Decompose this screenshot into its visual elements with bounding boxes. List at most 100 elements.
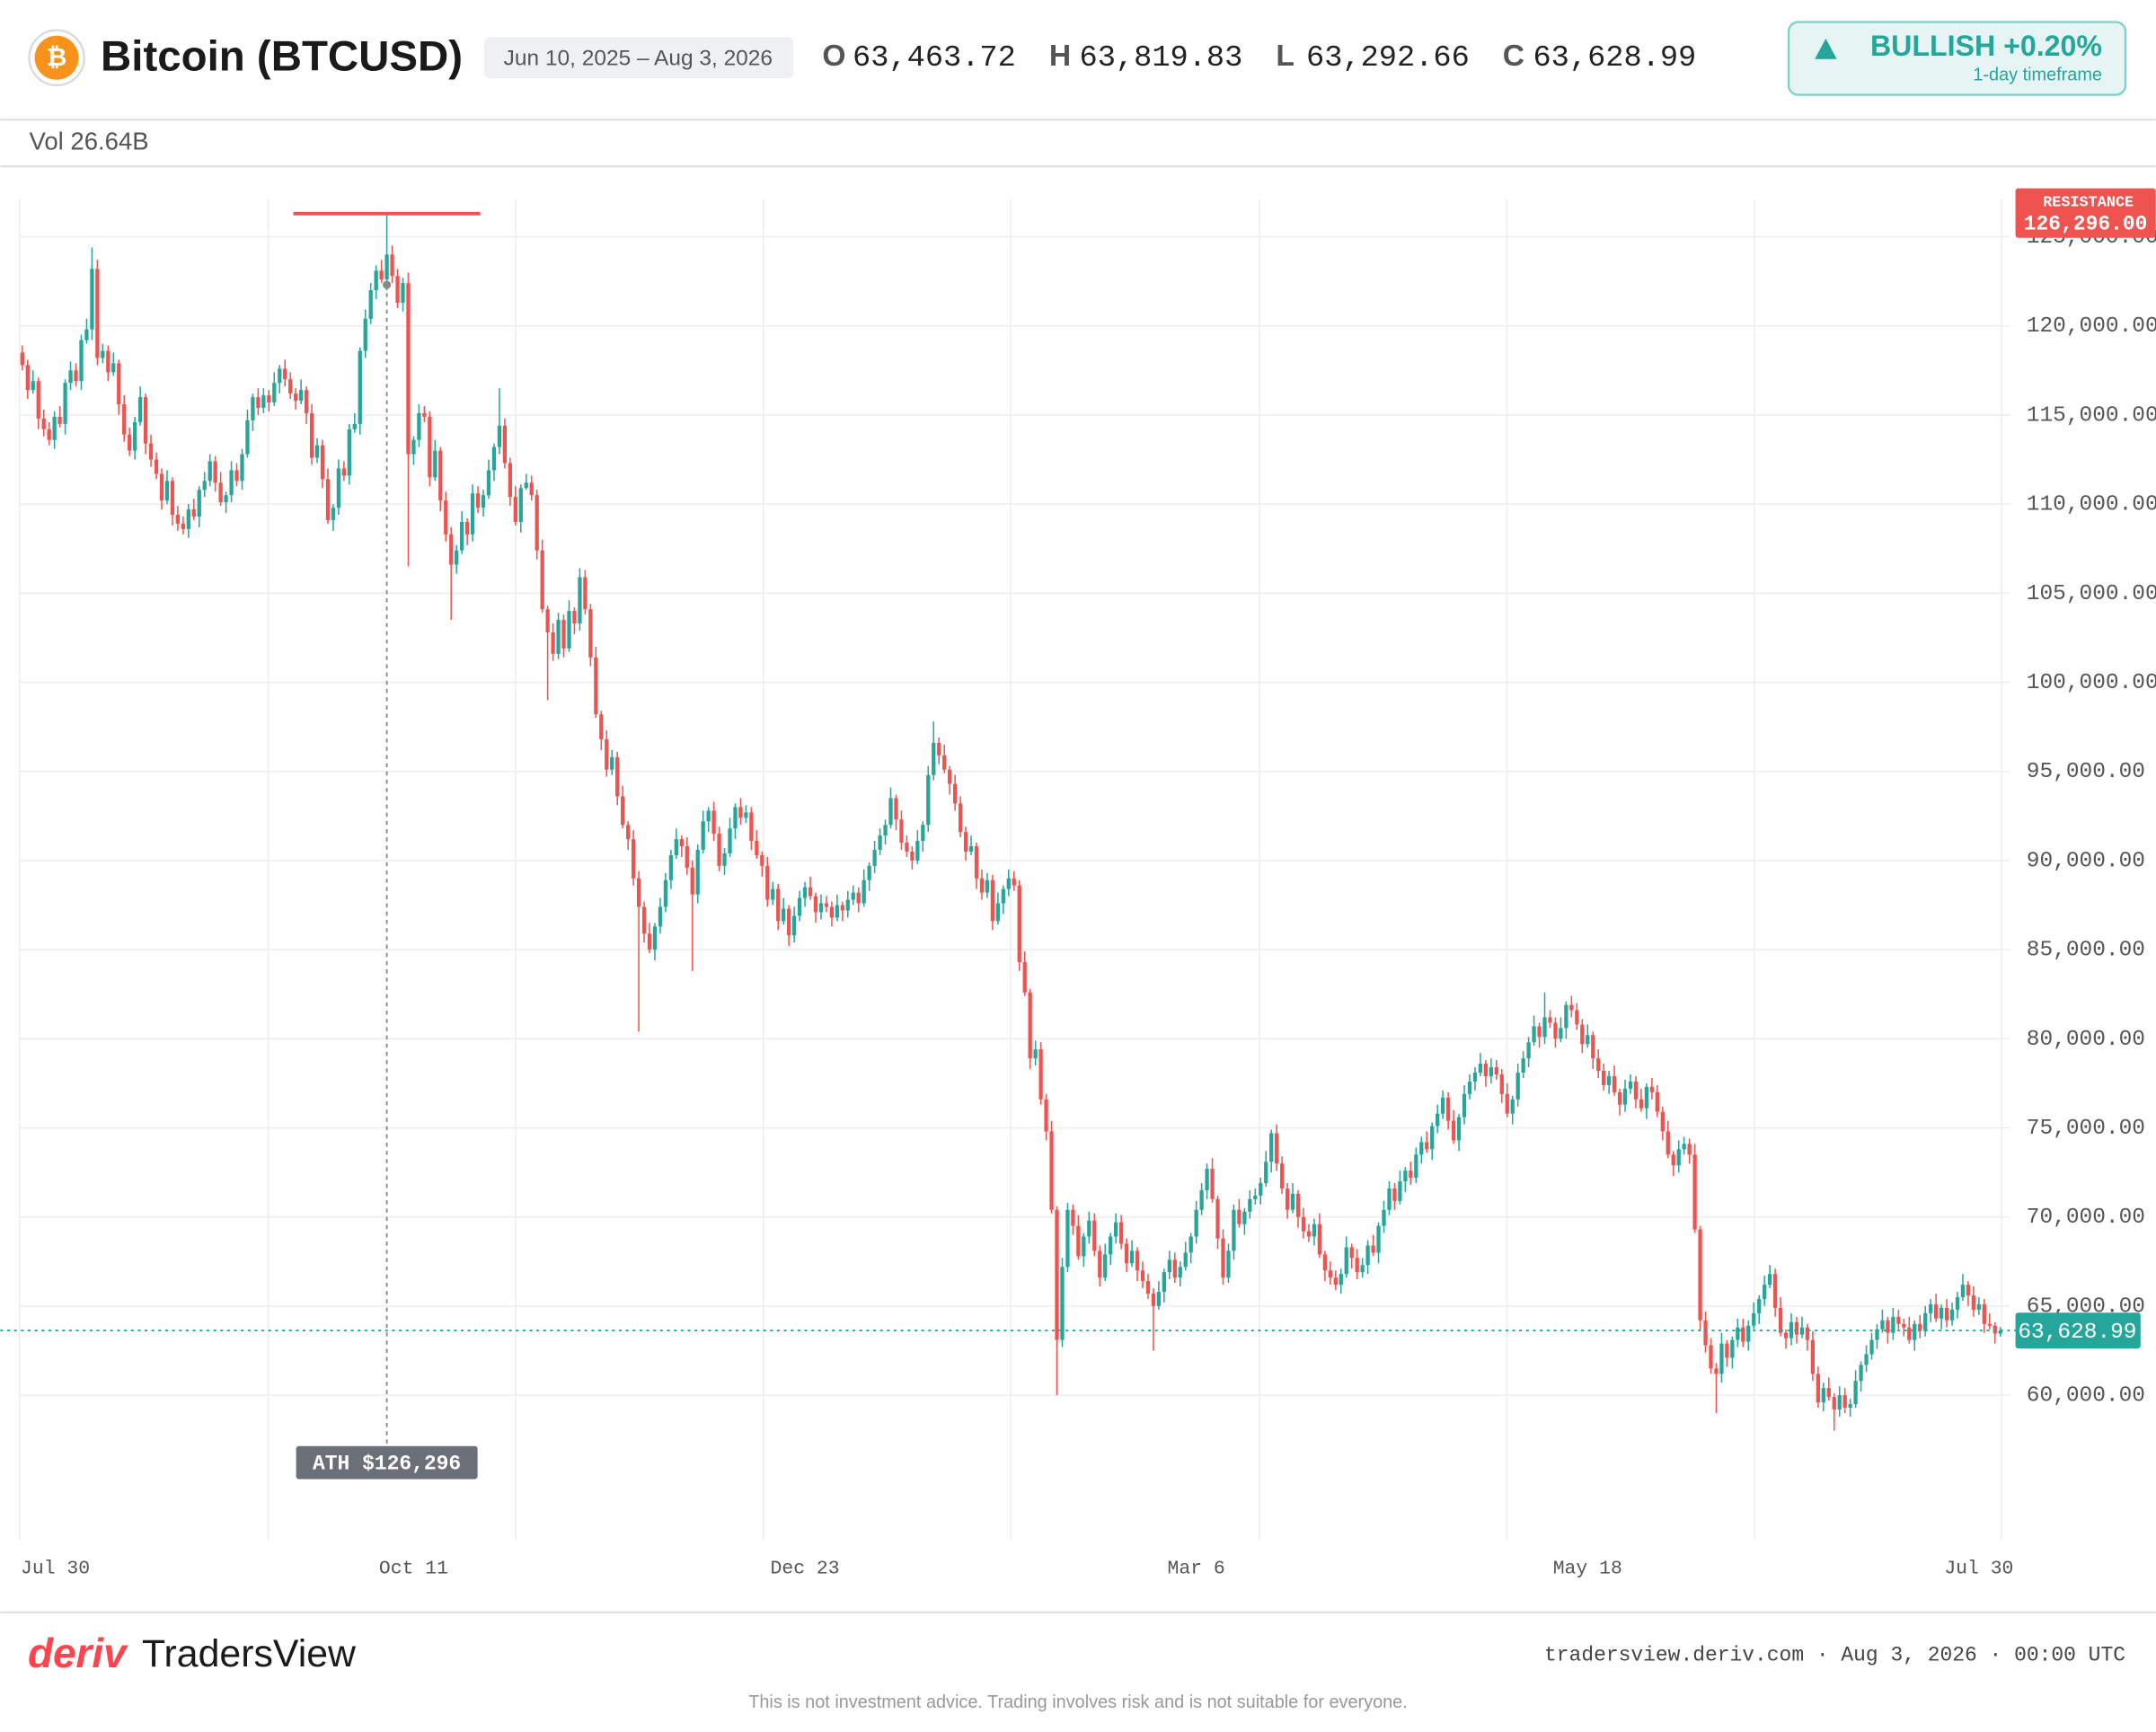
candle-body [406,283,411,455]
candle-body [374,270,378,291]
resistance-value: 126,296.00 [2024,212,2148,235]
y-tick-label: 115,000.00 [2027,403,2156,428]
candle-body [175,515,181,524]
candle-body [818,903,824,913]
candle-body [755,841,759,855]
candle-body [148,443,154,460]
candle-body [1559,1028,1563,1039]
candle-body [1933,1303,1939,1319]
candle-body [1575,1010,1579,1025]
candle-body [1456,1117,1462,1141]
y-tick-label: 90,000.00 [2027,849,2145,873]
candle-body [181,523,185,529]
candle-body [824,903,829,907]
candle-body [1537,1026,1542,1038]
last-price-label: 63,628.99 [2018,1321,2136,1345]
candle-body [1371,1245,1375,1253]
candle-body [1639,1099,1644,1109]
candle-body [1017,885,1021,962]
candle-body [1290,1193,1295,1210]
candle-body [1703,1320,1708,1346]
candle-body [1038,1049,1043,1100]
candle-body [449,534,454,565]
candle-body [502,425,508,464]
candle-body [1730,1339,1735,1358]
candle-body [658,906,663,927]
candle-body [1414,1154,1418,1179]
candle-body [636,878,641,907]
candle-body [256,397,261,408]
y-tick-label: 60,000.00 [2027,1384,2145,1409]
signal-box [1787,21,2127,96]
candle-body [336,468,341,508]
candle-body [1521,1058,1525,1073]
candle-body [1279,1163,1285,1189]
candle-body [1666,1131,1670,1155]
candle-body [1441,1097,1445,1114]
candle-body [1553,1022,1558,1039]
candle-body [1875,1329,1879,1340]
candle-body [621,796,625,826]
candle-body [325,479,331,520]
candle-body [1816,1374,1820,1403]
candle-body [1741,1327,1745,1342]
candle-body [695,850,700,895]
candle-body [765,865,770,900]
candle-body [701,821,705,851]
candle-body [679,839,684,847]
candle-body [1993,1325,1997,1334]
candle-body [1082,1236,1086,1257]
candle-body [1355,1258,1359,1273]
candle-body [309,412,314,458]
x-tick-label: Mar 6 [1168,1559,1225,1580]
candle-body [229,470,234,496]
candle-body [1633,1081,1639,1100]
candle-body [1145,1281,1151,1294]
candle-body [1709,1345,1713,1369]
candle-body [341,468,347,476]
candle-body [1199,1189,1204,1210]
candle-body [958,803,963,833]
candle-body [1001,888,1005,904]
candle-body [1349,1247,1354,1259]
candle-body [1295,1193,1301,1217]
candle-body [298,390,304,402]
candle-body [1998,1330,2002,1334]
candle-body [1682,1144,1686,1150]
resistance-tag [2015,188,2156,238]
candle-body [1151,1293,1156,1306]
candle-body [926,774,931,826]
candle-body [1232,1209,1236,1251]
candle-body [1752,1312,1756,1326]
candle-body [1805,1327,1810,1340]
candle-body [1515,1072,1520,1100]
candle-body [1548,1017,1552,1023]
candle-body [1425,1142,1429,1150]
candle-body [1918,1323,1922,1331]
candle-body [594,657,598,715]
candle-body [1103,1254,1108,1278]
candle-body [551,632,555,654]
candle-body [128,434,132,451]
candle-body [749,812,754,842]
candle-body [1586,1035,1590,1045]
candle-body [1269,1133,1274,1162]
candle-body [1848,1404,1852,1408]
candle-body [57,416,62,424]
candle-body [840,905,844,911]
candle-body [1869,1339,1874,1355]
candle-body [1880,1320,1885,1330]
candle-body [278,368,282,384]
candle-body [331,508,336,520]
candle-body [1419,1142,1424,1155]
disclaimer: This is not investment advice. Trading i… [748,1692,1408,1712]
candle-body [1360,1265,1365,1273]
candle-body [948,769,952,784]
candle-body [1253,1195,1258,1199]
candle-body [261,395,266,408]
candle-body [1445,1097,1451,1121]
candle-body [1467,1081,1472,1094]
brand: TradersView [142,1632,357,1675]
candle-body [985,879,990,893]
candle-body [1060,1267,1065,1340]
